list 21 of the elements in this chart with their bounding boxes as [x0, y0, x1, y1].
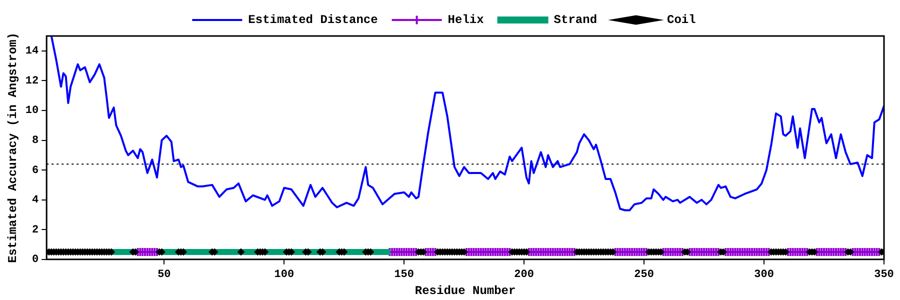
- y-tick-label: 8: [32, 135, 39, 148]
- x-tick-label: 150: [394, 268, 414, 281]
- legend-label: Coil: [667, 13, 696, 28]
- x-tick-label: 300: [754, 268, 774, 281]
- legend-label: Helix: [448, 13, 484, 28]
- y-tick-label: 0: [32, 254, 39, 266]
- x-tick-label: 50: [158, 268, 171, 281]
- x-tick-label: 200: [514, 268, 534, 281]
- y-tick-label: 4: [32, 194, 39, 207]
- x-tick-label: 250: [634, 268, 654, 281]
- y-tick-label: 2: [32, 224, 39, 236]
- x-axis-title: Residue Number: [414, 284, 516, 298]
- x-tick-label: 350: [874, 268, 894, 281]
- y-tick-label: 12: [25, 75, 39, 88]
- legend-label: Strand: [554, 13, 598, 28]
- x-tick-label: 100: [274, 268, 294, 281]
- y-tick-label: 6: [32, 164, 39, 177]
- y-tick-label: 14: [25, 46, 39, 58]
- legend-label: Estimated Distance: [248, 13, 378, 28]
- y-axis-title: Estimated Accuracy (in Angstrom): [6, 32, 20, 263]
- y-tick-label: 10: [25, 105, 39, 118]
